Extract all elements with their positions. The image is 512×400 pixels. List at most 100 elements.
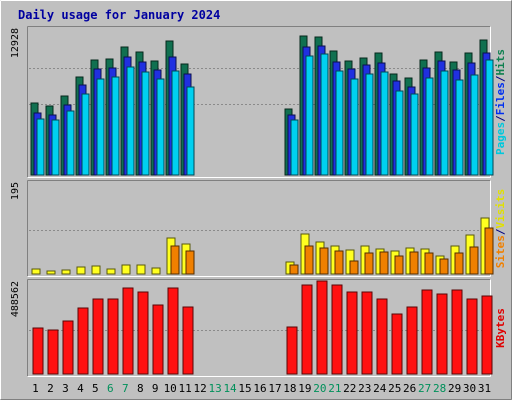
x-tick-day-21: 21 — [328, 382, 341, 395]
x-tick-day-1: 1 — [32, 382, 39, 395]
bar-kbytes-kbytes-day-28 — [436, 293, 448, 375]
bar-hits-pages-day-19 — [305, 55, 314, 176]
x-tick-day-9: 9 — [152, 382, 159, 395]
panels-group: 12928Pages/Files/Hits195Sites/Visits4885… — [10, 26, 507, 377]
bar-kbytes-kbytes-day-1 — [32, 327, 44, 375]
bar-hits-pages-day-2 — [51, 119, 60, 176]
x-tick-day-11: 11 — [179, 382, 192, 395]
bar-hits-pages-day-25 — [395, 90, 404, 176]
bar-kbytes-kbytes-day-29 — [451, 289, 463, 375]
bar-kbytes-kbytes-day-10 — [167, 287, 179, 375]
bar-kbytes-kbytes-day-22 — [346, 291, 358, 375]
bar-visits-visits-day-6 — [106, 268, 116, 275]
bar-hits-pages-day-11 — [186, 86, 195, 176]
bar-visits-sites-day-22 — [349, 260, 359, 275]
x-tick-day-10: 10 — [164, 382, 177, 395]
x-tick-day-12: 12 — [194, 382, 207, 395]
bar-visits-sites-day-11 — [185, 250, 195, 275]
legend-entry-visits-1: / — [494, 228, 507, 235]
bar-visits-visits-day-4 — [76, 266, 86, 275]
x-tick-day-19: 19 — [298, 382, 311, 395]
x-tick-day-5: 5 — [92, 382, 99, 395]
x-tick-day-15: 15 — [238, 382, 251, 395]
bar-visits-sites-day-30 — [469, 246, 479, 275]
bar-kbytes-kbytes-day-25 — [391, 313, 403, 375]
bar-kbytes-kbytes-day-9 — [152, 304, 164, 375]
bar-hits-pages-day-23 — [365, 73, 374, 176]
bar-hits-pages-day-30 — [470, 74, 479, 176]
bar-kbytes-kbytes-day-26 — [406, 306, 418, 375]
bar-hits-pages-day-18 — [290, 119, 299, 176]
x-tick-day-25: 25 — [388, 382, 401, 395]
max-label-hits: 12928 — [10, 28, 21, 58]
bar-visits-visits-day-5 — [91, 265, 101, 275]
max-label-visits: 195 — [10, 182, 21, 200]
bar-visits-visits-day-9 — [151, 267, 161, 275]
chart-title: Daily usage for January 2024 — [18, 8, 220, 22]
x-tick-day-28: 28 — [433, 382, 446, 395]
x-tick-day-14: 14 — [223, 382, 237, 395]
bar-kbytes-kbytes-day-18 — [286, 326, 298, 375]
bar-visits-visits-day-2 — [46, 270, 56, 275]
x-tick-day-24: 24 — [373, 382, 387, 395]
bar-visits-sites-day-18 — [289, 264, 299, 275]
legend-entry-hits-2: Files — [494, 82, 507, 115]
x-tick-day-31: 31 — [478, 382, 491, 395]
x-tick-day-6: 6 — [107, 382, 114, 395]
bar-kbytes-kbytes-day-30 — [466, 298, 478, 375]
panel-kbytes: 488562 KBytes — [10, 279, 507, 377]
bar-hits-pages-day-1 — [36, 118, 45, 176]
bar-visits-sites-day-25 — [394, 255, 404, 275]
x-tick-day-2: 2 — [47, 382, 54, 395]
x-tick-day-18: 18 — [283, 382, 296, 395]
bar-kbytes-kbytes-day-20 — [316, 280, 328, 375]
bar-kbytes-kbytes-day-5 — [92, 298, 104, 375]
x-tick-day-27: 27 — [418, 382, 431, 395]
bar-kbytes-kbytes-day-4 — [77, 307, 89, 375]
bar-hits-pages-day-4 — [81, 93, 90, 176]
bar-kbytes-kbytes-day-21 — [331, 284, 343, 375]
legend-entry-hits-4: Hits — [494, 49, 507, 76]
bar-visits-visits-day-1 — [31, 268, 41, 275]
bar-visits-sites-day-27 — [424, 252, 434, 275]
bar-kbytes-kbytes-day-8 — [137, 291, 149, 375]
x-tick-day-17: 17 — [268, 382, 281, 395]
bar-hits-pages-day-7 — [126, 66, 135, 176]
x-tick-day-8: 8 — [137, 382, 144, 395]
bar-kbytes-kbytes-day-3 — [62, 320, 74, 375]
bar-visits-sites-day-19 — [304, 245, 314, 275]
x-tick-day-20: 20 — [313, 382, 326, 395]
legend-kbytes: KBytes — [494, 308, 507, 348]
bar-kbytes-kbytes-day-23 — [361, 291, 373, 375]
bar-visits-visits-day-3 — [61, 269, 71, 275]
legend-entry-hits-0: Pages — [494, 122, 507, 155]
bar-visits-sites-day-29 — [454, 252, 464, 275]
bar-hits-pages-day-26 — [410, 93, 419, 176]
bar-hits-pages-day-31 — [485, 59, 494, 176]
legend-entry-visits-2: Visits — [494, 189, 507, 229]
bar-kbytes-kbytes-day-11 — [182, 306, 194, 375]
legend-entry-hits-3: / — [494, 75, 507, 82]
x-tick-day-22: 22 — [343, 382, 356, 395]
bar-hits-pages-day-8 — [141, 71, 150, 176]
max-label-kbytes: 488562 — [10, 281, 21, 317]
bar-kbytes-kbytes-day-24 — [376, 298, 388, 375]
x-tick-day-26: 26 — [403, 382, 416, 395]
legend-hits: Pages/Files/Hits — [494, 49, 507, 155]
bar-kbytes-kbytes-day-31 — [481, 295, 493, 375]
bar-visits-sites-day-31 — [484, 227, 494, 275]
bar-hits-pages-day-28 — [440, 70, 449, 176]
x-tick-day-30: 30 — [463, 382, 476, 395]
bar-hits-pages-day-29 — [455, 79, 464, 176]
x-tick-day-29: 29 — [448, 382, 461, 395]
x-tick-day-16: 16 — [253, 382, 266, 395]
legend-entry-visits-0: Sites — [494, 235, 507, 268]
bar-hits-pages-day-9 — [156, 78, 165, 176]
bar-hits-pages-day-3 — [66, 110, 75, 176]
bar-hits-pages-day-10 — [171, 70, 180, 176]
bar-visits-sites-day-26 — [409, 251, 419, 275]
bar-visits-visits-day-8 — [136, 264, 146, 275]
x-tick-day-23: 23 — [358, 382, 371, 395]
